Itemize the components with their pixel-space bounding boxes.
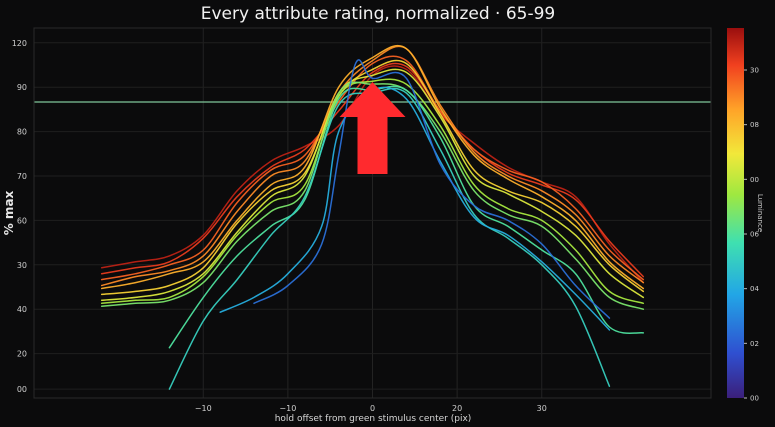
series-line [253,59,611,319]
y-tick-label: 70 [17,172,27,181]
y-tick-label: 120 [12,39,27,48]
colorbar-tick-label: 08 [750,121,759,129]
y-tick-label: 40 [17,305,27,314]
plot-frame [33,27,712,399]
y-tick-label: 20 [17,350,27,359]
up-arrow-mark [339,82,406,174]
x-tick-label: 0 [370,404,375,413]
colorbar-tick-label: 00 [750,176,759,184]
x-tick-labels: −10 −10 0 20 30 [195,404,547,413]
series-line [219,86,611,331]
series-line [168,85,645,349]
series-line [100,44,645,290]
series-line [100,78,645,305]
y-tick-label: 80 [17,128,27,137]
y-tick-labels: 00 20 40 30 60 70 80 90 120 [12,39,27,394]
series-line [100,55,645,281]
y-axis-label: % max [2,190,16,235]
chart-title: Every attribute rating, normalized · 65-… [201,4,556,24]
x-tick-label: 20 [452,404,462,413]
colorbar-tick-label: 30 [750,67,759,75]
y-tick-label: 90 [17,83,27,92]
y-tick-label: 60 [17,216,27,225]
x-tick-label: −10 [195,404,212,413]
series-group [100,44,645,390]
series-line [100,45,645,287]
colorbar-label: Luminance [756,194,764,232]
colorbar-tick-labels: 30 08 00 06 04 02 00 [744,67,759,403]
arrow-annotation [339,82,406,174]
x-tick-label: 30 [537,404,547,413]
colorbar-tick-label: 00 [750,395,759,403]
series-line [100,59,645,296]
series-line [100,68,645,302]
x-tick-label: −10 [279,404,296,413]
colorbar [727,28,744,398]
y-tick-label: 30 [17,261,27,270]
colorbar-tick-label: 02 [750,340,759,348]
colorbar-tick-label: 06 [750,231,759,239]
colorbar-tick-label: 04 [750,285,759,293]
x-axis-label: hold offset from green stimulus center (… [275,414,472,424]
y-tick-label: 00 [17,385,27,394]
